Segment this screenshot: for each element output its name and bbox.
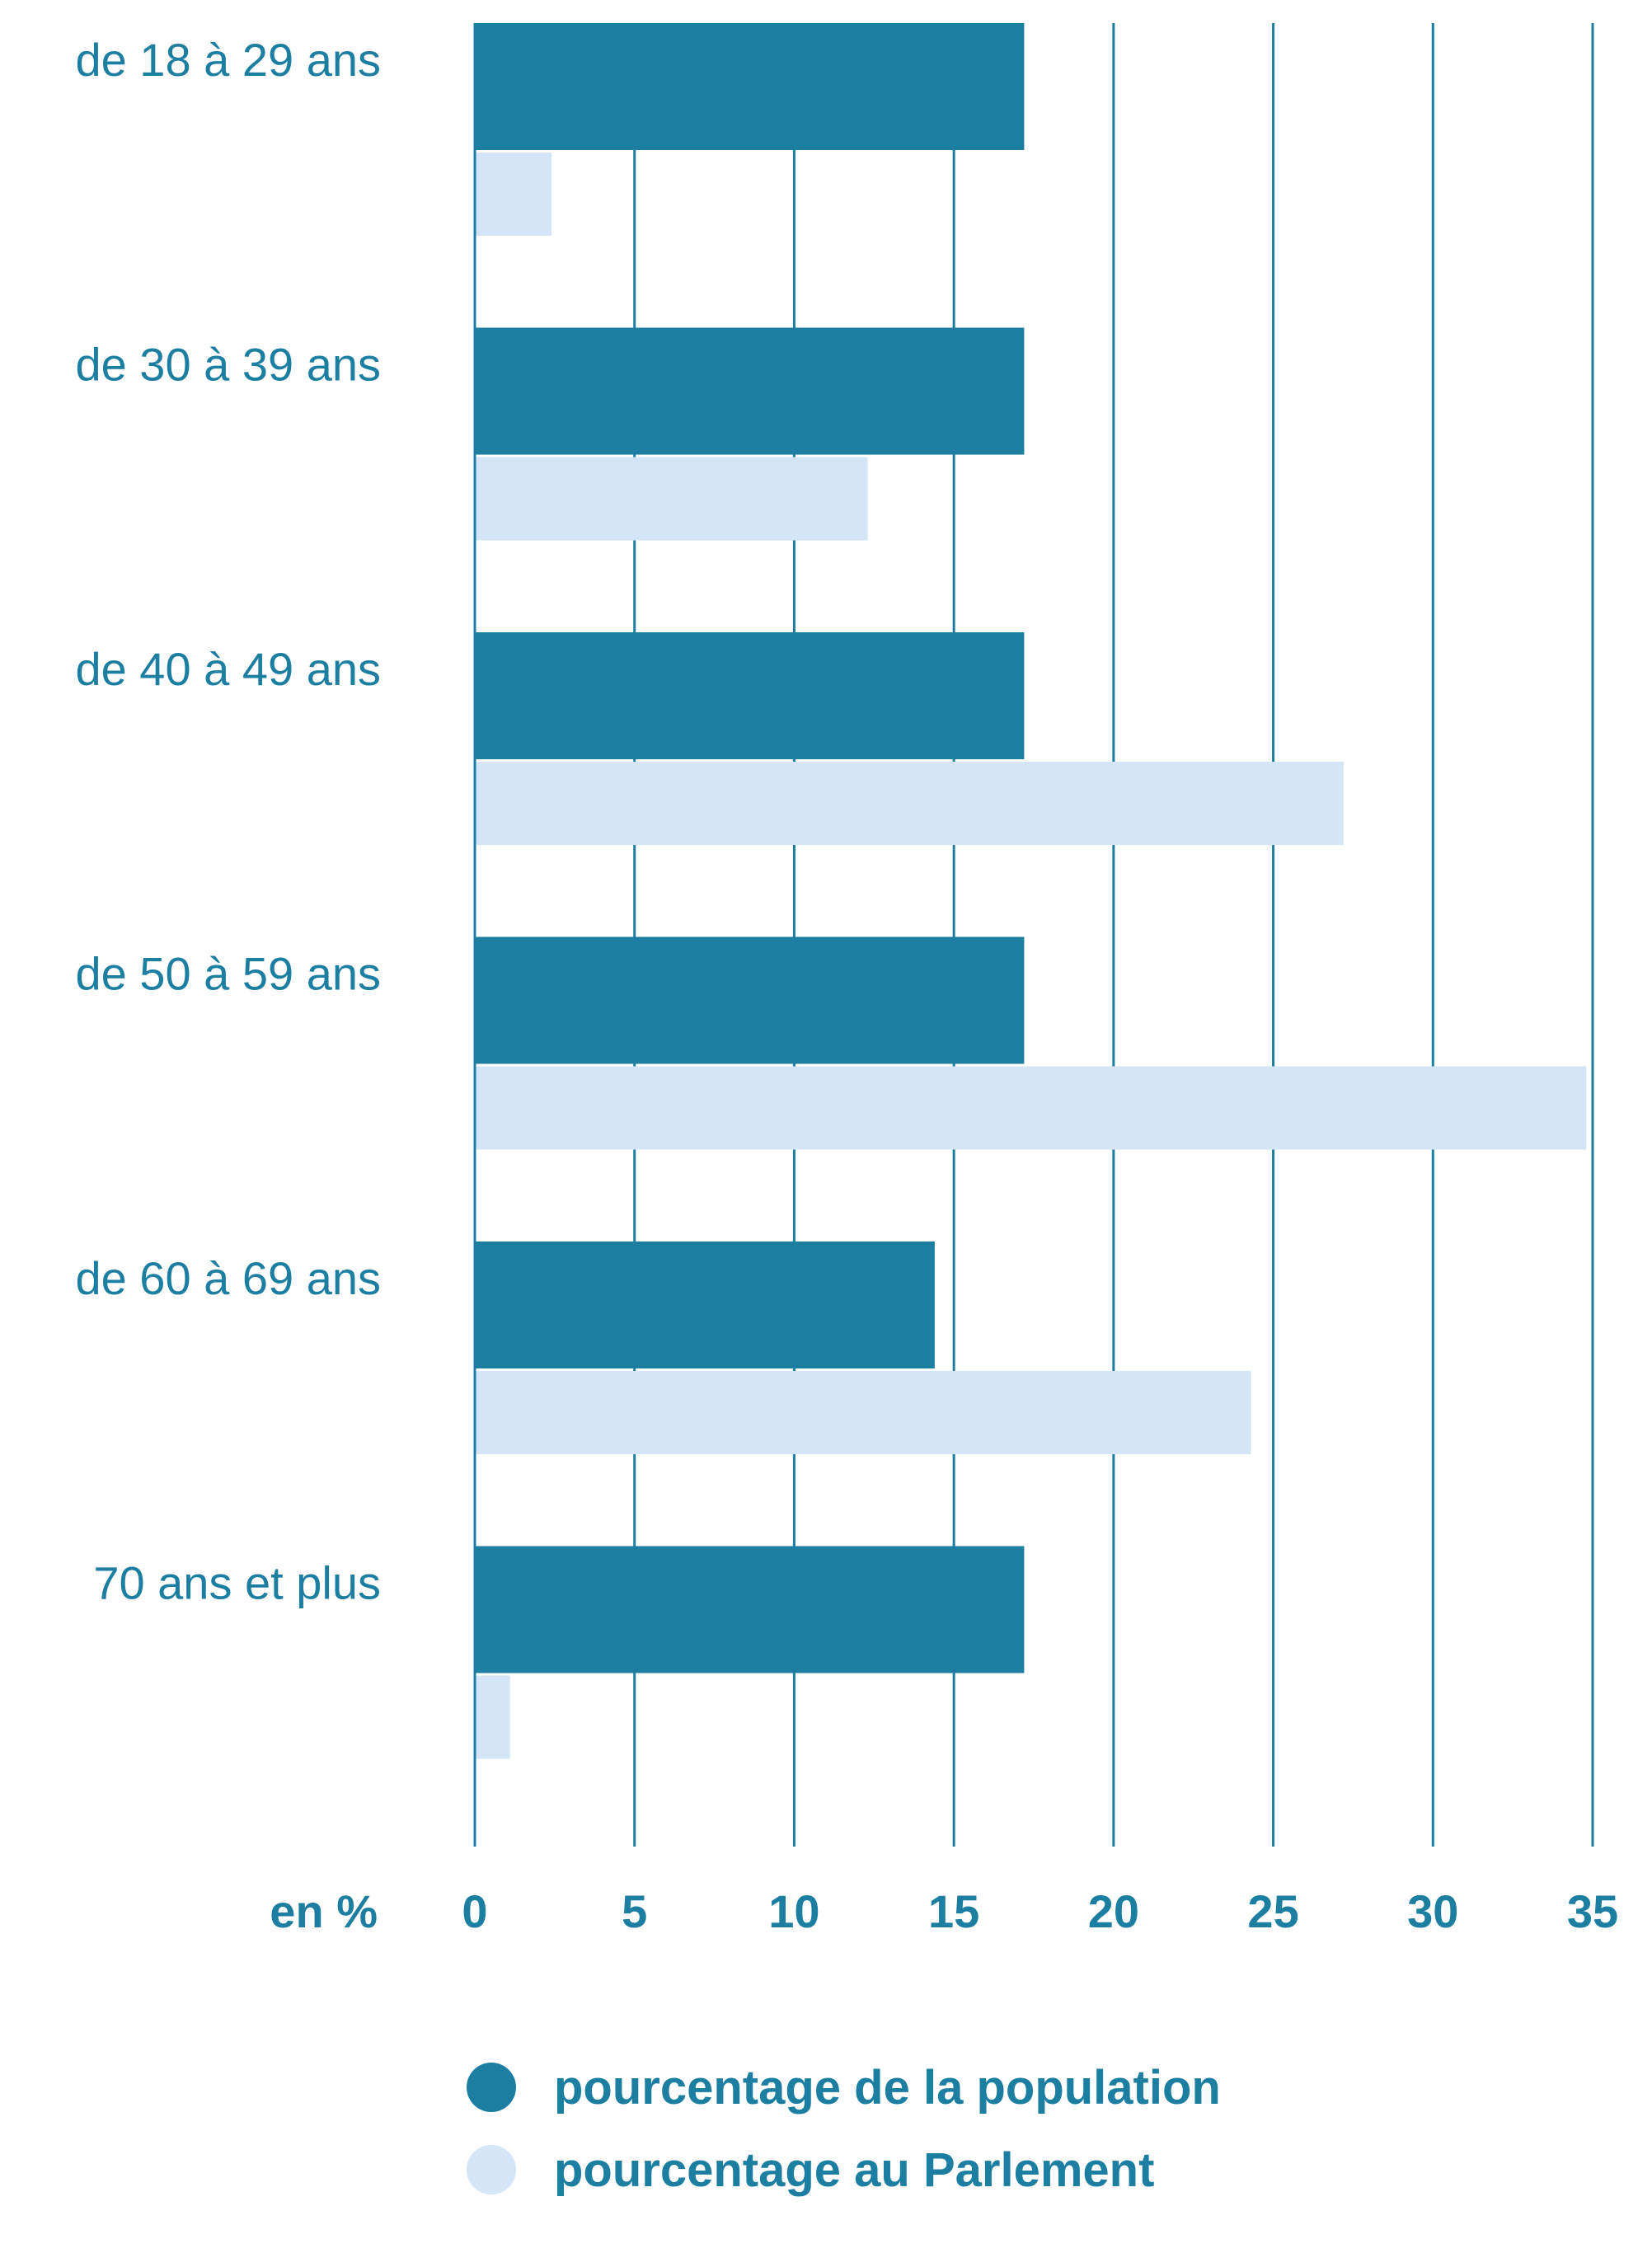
category-label-5: 70 ans et plus	[93, 1557, 381, 1609]
bar-population-1	[475, 327, 1025, 455]
bars-layer	[473, 23, 1587, 1847]
legend-swatch-population	[467, 2063, 516, 2112]
x-axis-label: en %	[270, 1885, 378, 1937]
category-label-2: de 40 à 49 ans	[75, 643, 381, 695]
legend-swatch-parlement	[467, 2145, 516, 2194]
x-tick-label-15: 15	[928, 1885, 979, 1937]
legend-label-parlement: pourcentage au Parlement	[554, 2143, 1154, 2197]
x-tick-label-0: 0	[462, 1885, 487, 1937]
x-tick-label-30: 30	[1407, 1885, 1458, 1937]
x-tick-label-10: 10	[768, 1885, 819, 1937]
labels-layer: 0 5 10 15 20 25 30 35 en % de 18 à 29 ans de 30 à …	[75, 34, 1618, 1937]
bar-population-0	[475, 23, 1025, 150]
bar-parlement-2	[475, 762, 1344, 845]
bar-parlement-0	[475, 153, 551, 236]
category-label-1: de 30 à 39 ans	[75, 339, 381, 391]
bar-parlement-3	[475, 1066, 1587, 1150]
legend-label-population: pourcentage de la population	[554, 2061, 1221, 2115]
bar-population-4	[475, 1241, 935, 1368]
bar-population-2	[475, 632, 1025, 759]
x-tick-label-25: 25	[1247, 1885, 1298, 1937]
category-label-0: de 18 à 29 ans	[75, 34, 381, 86]
grid-layer	[473, 23, 1594, 1847]
legend: pourcentage de la population pourcentage …	[467, 2061, 1221, 2197]
x-tick-label-20: 20	[1088, 1885, 1139, 1937]
category-label-3: de 50 à 59 ans	[75, 948, 381, 1000]
bar-parlement-5	[475, 1675, 510, 1759]
bar-parlement-1	[475, 457, 868, 541]
bar-parlement-4	[475, 1371, 1251, 1454]
bar-population-5	[475, 1546, 1025, 1673]
category-label-4: de 60 à 69 ans	[75, 1252, 381, 1304]
x-tick-label-35: 35	[1567, 1885, 1618, 1937]
x-tick-label-5: 5	[622, 1885, 647, 1937]
bar-population-3	[475, 936, 1025, 1064]
